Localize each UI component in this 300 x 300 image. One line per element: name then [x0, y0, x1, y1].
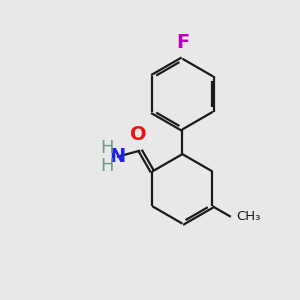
- Text: F: F: [176, 33, 189, 52]
- Text: O: O: [130, 125, 146, 144]
- Text: N: N: [109, 147, 125, 166]
- Text: H: H: [101, 139, 114, 157]
- Text: CH₃: CH₃: [236, 210, 260, 223]
- Text: H: H: [101, 157, 114, 175]
